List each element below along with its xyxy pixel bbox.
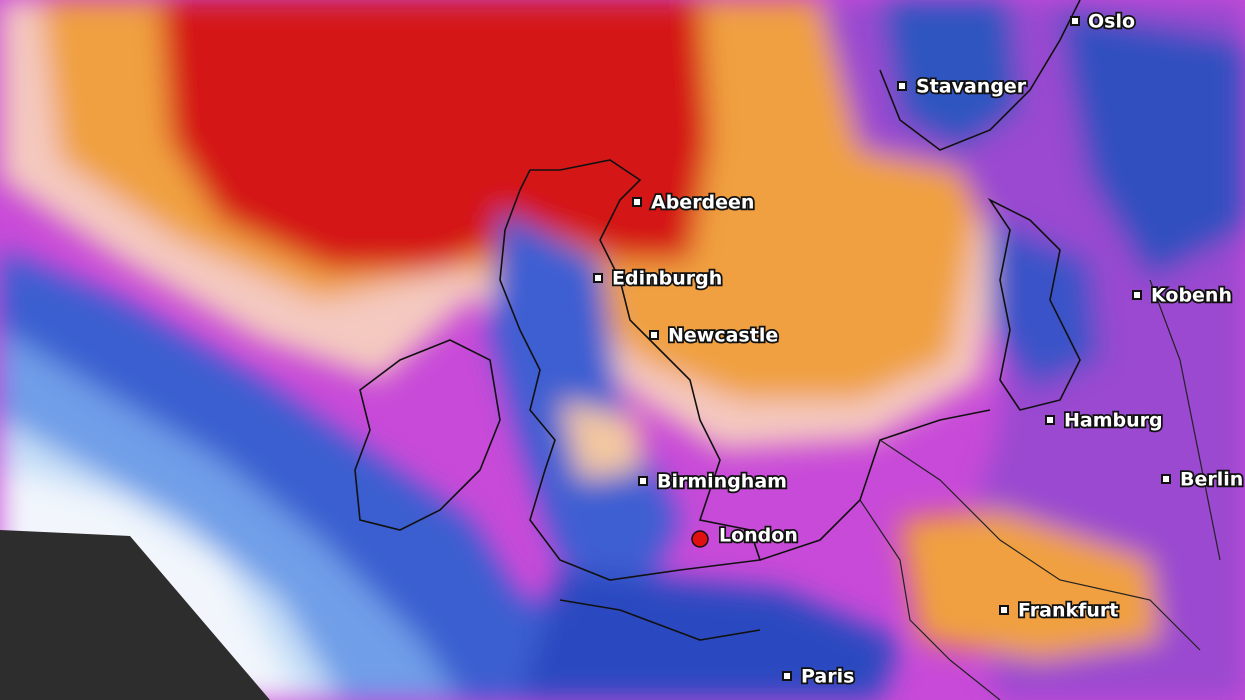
city-marker — [1045, 415, 1055, 425]
city-marker — [593, 273, 603, 283]
city-label: Paris — [801, 666, 854, 688]
city-label: Frankfurt — [1018, 600, 1118, 622]
city-label: Hamburg — [1064, 410, 1163, 432]
city-marker — [1070, 16, 1080, 26]
city-label: Oslo — [1088, 11, 1135, 33]
city-label: Stavanger — [916, 76, 1027, 98]
city-label: Birmingham — [657, 471, 787, 493]
no-data-area — [0, 530, 270, 700]
city-marker — [999, 605, 1009, 615]
city-label: Newcastle — [668, 325, 778, 347]
city-markers: Oslo Stavanger Aberdeen Edinburgh Newcas… — [593, 9, 1245, 689]
coastlines — [354, 0, 1221, 700]
city-label: London — [719, 525, 798, 547]
location-marker — [691, 530, 709, 548]
city-marker — [649, 330, 659, 340]
city-label: Aberdeen — [651, 192, 754, 214]
city-marker — [1161, 474, 1171, 484]
city-marker — [1132, 290, 1142, 300]
city-label: Edinburgh — [612, 268, 722, 290]
city-label: Berlin — [1180, 469, 1243, 491]
city-label: Kobenh — [1151, 285, 1232, 307]
city-marker — [638, 476, 648, 486]
city-marker — [782, 671, 792, 681]
city-marker — [897, 81, 907, 91]
city-marker — [632, 197, 642, 207]
